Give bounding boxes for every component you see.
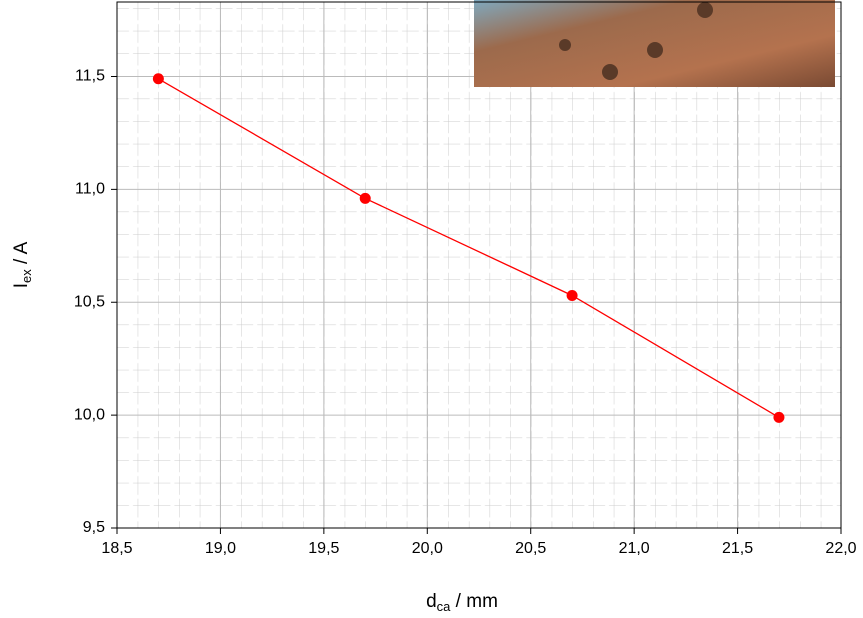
data-point: [773, 411, 785, 423]
x-tick-label: 20,0: [412, 540, 443, 557]
data-line: [158, 78, 780, 418]
minor-grid: [117, 2, 841, 528]
y-tick-label: 10,5: [74, 293, 105, 310]
x-tick-label: 21,0: [619, 540, 650, 557]
y-tick-label: 9,5: [83, 519, 105, 536]
y-label-main: I: [11, 283, 32, 288]
x-label-rest: / mm: [450, 591, 498, 612]
photo-detail: [559, 39, 571, 51]
x-tick-label: 21,5: [722, 540, 753, 557]
photo-detail: [647, 42, 663, 58]
plot-frame: [116, 1, 842, 529]
x-tick-label: 22,0: [825, 540, 856, 557]
x-tick-label: 18,5: [101, 540, 132, 557]
x-tick-label: 20,5: [515, 540, 546, 557]
data-point: [566, 289, 578, 301]
photo-detail: [697, 2, 713, 18]
y-label-rest: / A: [11, 241, 32, 269]
x-axis-label: dca / mm: [426, 591, 498, 614]
data-point: [359, 192, 371, 204]
x-tick-label: 19,5: [308, 540, 339, 557]
x-label-main: d: [426, 591, 437, 612]
y-tick-label: 11,5: [75, 68, 105, 85]
x-tick-label: 19,0: [205, 540, 236, 557]
y-tick-label: 11,0: [75, 181, 105, 198]
y-tick-label: 10,0: [74, 406, 105, 423]
y-axis-label: Iex / A: [11, 241, 34, 288]
photo-detail: [602, 64, 618, 80]
y-label-sub: ex: [19, 269, 34, 283]
data-point: [152, 73, 164, 85]
x-label-sub: ca: [437, 599, 452, 614]
